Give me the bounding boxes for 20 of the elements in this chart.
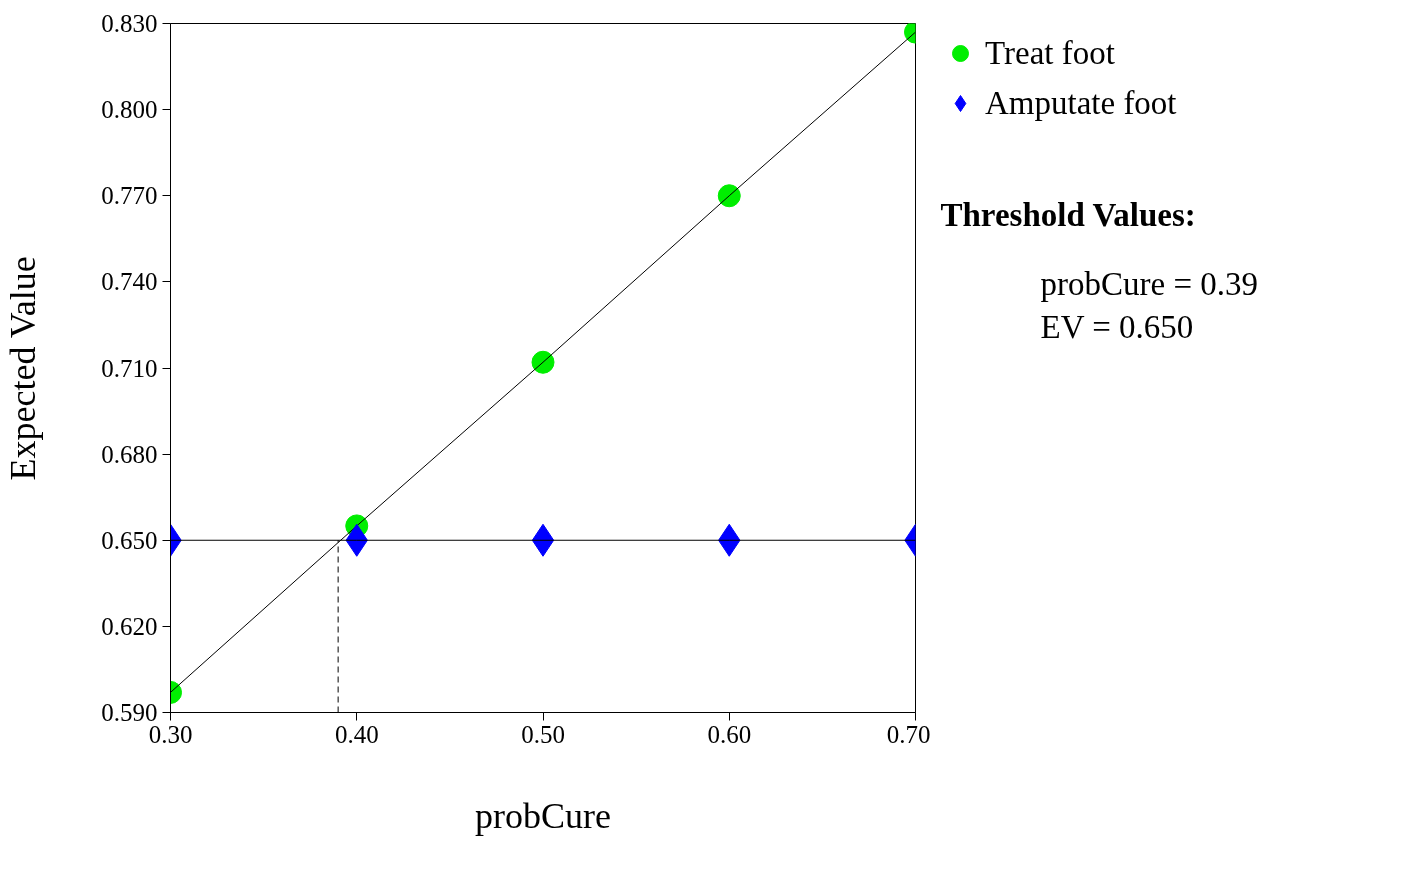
x-tick-label: 0.50 bbox=[521, 720, 565, 748]
x-tick-label: 0.40 bbox=[334, 720, 379, 748]
y-tick-label: 0.620 bbox=[101, 612, 158, 640]
legend-label: Treat foot bbox=[985, 34, 1115, 72]
legend-label: Amputate foot bbox=[985, 84, 1177, 122]
y-tick-label: 0.830 bbox=[101, 10, 158, 37]
text: Threshold Values: bbox=[940, 196, 1196, 233]
y-tick-label: 0.770 bbox=[101, 182, 158, 210]
point bbox=[531, 523, 555, 557]
y-tick-label: 0.710 bbox=[101, 354, 158, 382]
y-tick-label: 0.650 bbox=[101, 526, 158, 554]
x-axis-title: probCure bbox=[475, 795, 611, 836]
point bbox=[531, 350, 555, 374]
y-tick-label: 0.680 bbox=[101, 440, 158, 468]
y-tick-label: 0.800 bbox=[101, 96, 158, 124]
y-tick-label: 0.740 bbox=[101, 268, 158, 296]
text: probCure = 0.39 EV = 0.650 bbox=[1040, 265, 1258, 346]
x-tick-label: 0.60 bbox=[707, 720, 752, 748]
y-axis-title: Expected Value bbox=[3, 256, 44, 481]
x-tick-label: 0.70 bbox=[886, 720, 931, 748]
